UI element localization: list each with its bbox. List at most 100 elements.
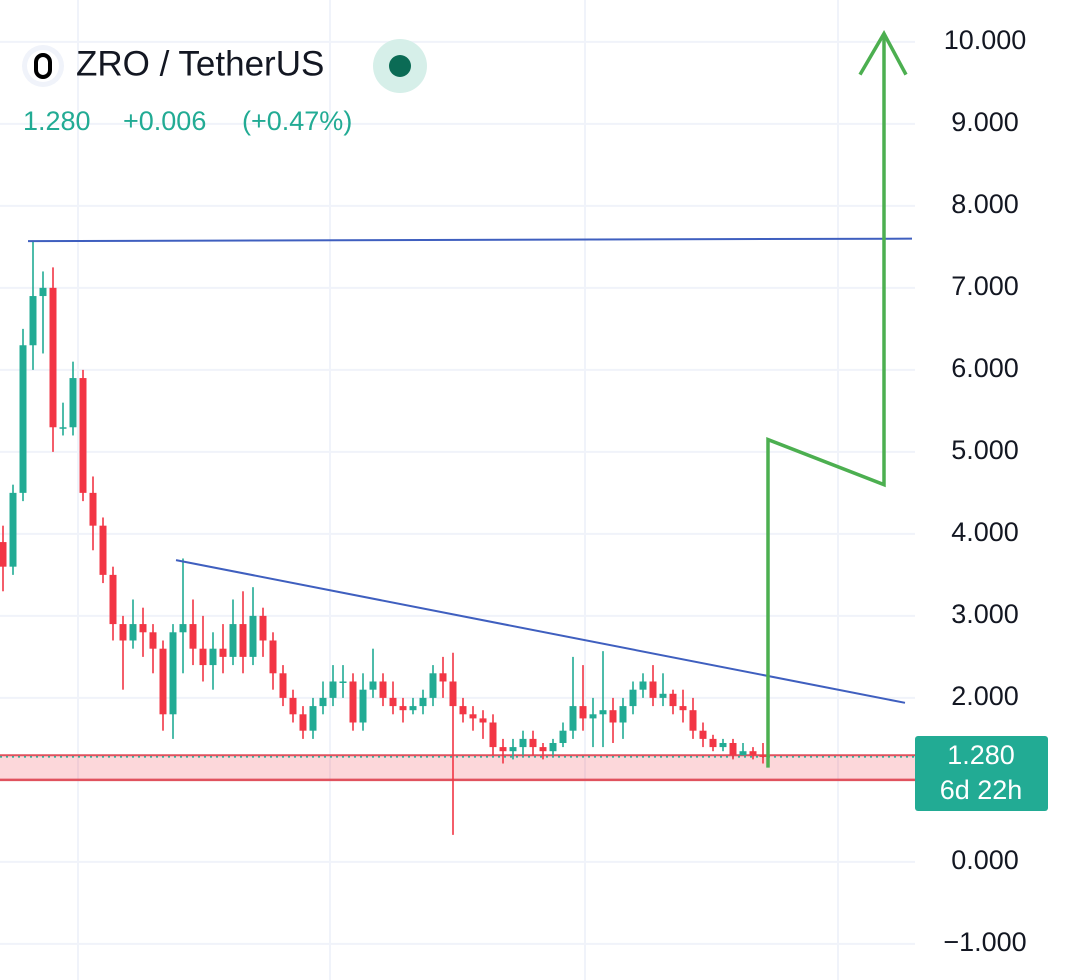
candle-body: [429, 673, 437, 698]
support-zone: [0, 755, 915, 780]
last-price: 1.280: [23, 106, 91, 136]
y-tick-label: 0.000: [951, 845, 1019, 875]
y-tick-label: 8.000: [951, 189, 1019, 219]
candle-body: [569, 706, 577, 731]
price-tag-value: 1.280: [947, 740, 1015, 770]
y-tick-label: 2.000: [951, 681, 1019, 711]
chart-title: ZRO / TetherUS: [76, 44, 324, 83]
candle-body: [669, 693, 677, 707]
candle-body: [109, 574, 117, 625]
candle-body: [299, 714, 307, 731]
candle-body: [759, 755, 767, 757]
candle-body: [139, 624, 147, 633]
candle-body: [199, 648, 207, 666]
candle-body: [389, 697, 397, 707]
candle-body: [529, 738, 537, 748]
y-tick-label: 4.000: [951, 517, 1019, 547]
candle-body: [159, 648, 167, 715]
candle-body: [489, 722, 497, 748]
candle-body: [369, 681, 377, 690]
candle-body: [0, 542, 7, 567]
candle-body: [269, 640, 277, 674]
candle-body: [479, 718, 487, 723]
candle-body: [729, 742, 737, 756]
candle-body: [639, 681, 647, 690]
header: ZRO / TetherUS 1.280 +0.006 (+0.47%): [22, 39, 427, 136]
candle-body: [609, 710, 617, 723]
candle-body: [169, 632, 177, 715]
candle-body: [259, 615, 267, 641]
y-tick-label: 7.000: [951, 271, 1019, 301]
candle-body: [699, 730, 707, 739]
candle-body: [89, 492, 97, 526]
price-tag-countdown: 6d 22h: [940, 775, 1023, 805]
y-tick-label: −1.000: [943, 927, 1026, 957]
candle-body: [499, 747, 507, 752]
candle-body: [69, 378, 77, 428]
candle-body: [29, 296, 37, 346]
candle-body: [189, 624, 197, 649]
candle-body: [339, 681, 347, 683]
candle-body: [399, 706, 407, 711]
candle-body: [409, 706, 417, 711]
price-change-pct: (+0.47%): [242, 106, 352, 136]
candle-body: [309, 706, 317, 731]
candle-body: [219, 648, 227, 657]
candle-body: [649, 681, 657, 698]
y-tick-label: 3.000: [951, 599, 1019, 629]
y-tick-label: 10.000: [944, 25, 1027, 55]
candle-body: [589, 714, 597, 719]
candle-body: [439, 673, 447, 682]
candle-body: [539, 747, 547, 752]
candle-body: [39, 287, 47, 297]
candle-body: [279, 673, 287, 698]
candle-body: [619, 706, 627, 723]
candle-body: [289, 697, 297, 715]
candle-body: [509, 747, 517, 752]
trend-drawing: [27, 237, 913, 243]
candle-body: [229, 624, 237, 657]
candle-body: [59, 427, 67, 429]
price-change: +0.006: [123, 106, 206, 136]
candle-body: [329, 681, 337, 698]
candle-body: [679, 706, 687, 711]
candle-body: [129, 624, 137, 641]
candle-body: [209, 648, 217, 666]
symbol-logo-glyph: [34, 53, 52, 79]
status-dot: [389, 55, 411, 77]
candle-body: [629, 689, 637, 707]
y-tick-label: 6.000: [951, 353, 1019, 383]
y-tick-label: 5.000: [951, 435, 1019, 465]
candle-body: [469, 714, 477, 719]
candle-body: [749, 751, 757, 756]
candle-body: [19, 345, 27, 493]
price-tag: [915, 736, 1048, 811]
candle-body: [709, 738, 717, 748]
trend-drawing: [858, 30, 908, 76]
candle-body: [579, 706, 587, 719]
candle-body: [119, 624, 127, 641]
candle-body: [9, 492, 17, 567]
candle-body: [599, 710, 607, 715]
candle-body: [49, 287, 57, 428]
candle-body: [689, 710, 697, 731]
candle-body: [659, 693, 667, 698]
candle-body: [149, 632, 157, 649]
candle-body: [319, 697, 327, 707]
candle-body: [519, 738, 527, 748]
y-tick-label: 9.000: [951, 107, 1019, 137]
candle-body: [719, 742, 727, 748]
candle-body: [549, 742, 557, 752]
candle-body: [449, 681, 457, 707]
candle-body: [99, 525, 107, 575]
candle-body: [79, 378, 87, 493]
trend-drawing: [175, 559, 906, 704]
candle-body: [459, 706, 467, 715]
trend-drawing: [766, 33, 886, 768]
candle-body: [249, 615, 257, 657]
candle-body: [239, 624, 247, 657]
candle-body: [379, 681, 387, 698]
candle-body: [179, 624, 187, 633]
